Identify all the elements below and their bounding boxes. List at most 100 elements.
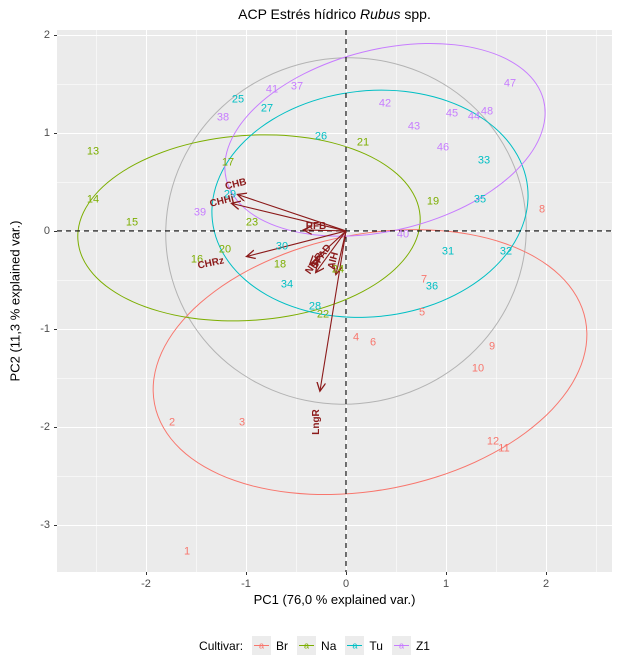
data-point-na: 23 bbox=[245, 216, 259, 229]
legend-key-glyph: a bbox=[352, 640, 358, 650]
data-point-z1: 37 bbox=[290, 80, 304, 93]
y-axis-tick-mark bbox=[54, 426, 57, 428]
data-point-br: 2 bbox=[168, 416, 176, 429]
major-gridline-horizontal bbox=[57, 524, 612, 526]
data-point-br: 8 bbox=[538, 203, 546, 216]
y-axis-tick-label: -1 bbox=[40, 322, 50, 335]
legend: Cultivar: a Br a Na a Tu a Z1 bbox=[0, 636, 629, 655]
x-axis-tick-mark bbox=[546, 572, 547, 575]
data-point-z1: 41 bbox=[265, 83, 279, 96]
major-gridline-vertical bbox=[546, 30, 547, 572]
y-axis-tick-label: -2 bbox=[40, 420, 50, 433]
zero-lines-and-loading-arrows bbox=[57, 30, 612, 572]
minor-gridline-vertical bbox=[496, 30, 497, 572]
data-point-na: 14 bbox=[86, 193, 100, 206]
y-axis-tick-mark bbox=[54, 34, 57, 36]
minor-gridline-vertical bbox=[296, 30, 297, 572]
y-axis-tick-mark bbox=[54, 328, 57, 330]
data-point-br: 4 bbox=[352, 331, 360, 344]
minor-gridline-vertical bbox=[96, 30, 97, 572]
loading-arrow-chb bbox=[238, 195, 347, 232]
legend-key-glyph: a bbox=[304, 640, 310, 650]
data-point-z1: 46 bbox=[436, 141, 450, 154]
legend-item-z1: a Z1 bbox=[391, 636, 430, 655]
data-point-tu: 33 bbox=[477, 154, 491, 167]
loading-label-lngr: LngR bbox=[311, 409, 322, 435]
y-axis-tick-mark bbox=[54, 230, 57, 232]
minor-gridline-horizontal bbox=[57, 377, 612, 379]
x-axis-tick-mark bbox=[146, 572, 147, 575]
chart-title: ACP Estrés hídrico Rubus spp. bbox=[57, 6, 612, 22]
data-point-tu: 29 bbox=[223, 188, 237, 201]
chart-title-text: ACP Estrés hídrico bbox=[238, 6, 361, 22]
data-point-na: 22 bbox=[316, 308, 330, 321]
data-point-tu: 32 bbox=[499, 245, 513, 258]
legend-key-tu: a bbox=[345, 636, 365, 655]
legend-key-glyph: a bbox=[398, 640, 404, 650]
x-axis-tick-mark bbox=[446, 572, 447, 575]
plot-panel: 1 2 3 4 5 6 7 8 9 10 11 12 13 14 15 16 17 18 19 20 21 22 23 24 2… bbox=[57, 11, 612, 572]
data-point-br: 6 bbox=[369, 336, 377, 349]
data-point-z1: 42 bbox=[378, 97, 392, 109]
data-point-tu: 34 bbox=[280, 278, 294, 291]
major-gridline-vertical bbox=[146, 30, 147, 572]
minor-gridline-horizontal bbox=[57, 279, 612, 281]
data-point-tu: 26 bbox=[314, 130, 328, 143]
legend-item-tu: a Tu bbox=[345, 636, 383, 655]
data-point-z1: 38 bbox=[216, 111, 230, 124]
data-point-br: 5 bbox=[418, 306, 426, 319]
legend-item-br: a Br bbox=[252, 636, 288, 655]
legend-item-label: Na bbox=[321, 638, 337, 653]
legend-item-na: a Na bbox=[297, 636, 336, 655]
data-point-z1: 47 bbox=[503, 77, 517, 90]
major-gridline-horizontal bbox=[57, 328, 612, 330]
minor-gridline-vertical bbox=[596, 30, 597, 572]
minor-gridline-horizontal bbox=[57, 475, 612, 477]
chart-title-suffix: spp. bbox=[400, 6, 431, 22]
legend-item-label: Tu bbox=[369, 638, 383, 653]
y-axis-tick-mark bbox=[54, 524, 57, 526]
x-axis-tick-label: -1 bbox=[241, 578, 251, 590]
loading-label-rfb: RFB bbox=[305, 221, 327, 232]
legend-key-br: a bbox=[252, 636, 272, 655]
x-axis-tick-label: 1 bbox=[442, 578, 450, 590]
data-point-na: 19 bbox=[426, 195, 440, 208]
data-point-br: 9 bbox=[488, 340, 496, 353]
legend-item-label: Z1 bbox=[415, 638, 430, 653]
data-point-tu: 30 bbox=[275, 240, 289, 253]
minor-gridline-vertical bbox=[396, 30, 397, 572]
data-point-na: 24 bbox=[331, 263, 345, 276]
data-point-na: 20 bbox=[218, 243, 232, 256]
legend-title: Cultivar: bbox=[199, 638, 244, 653]
major-gridline-horizontal bbox=[57, 34, 612, 36]
major-gridline-horizontal bbox=[57, 426, 612, 428]
data-point-z1: 48 bbox=[480, 105, 494, 118]
chart-title-italic: Rubus bbox=[360, 6, 401, 22]
data-point-br: 11 bbox=[498, 442, 510, 455]
loading-arrow-rfb bbox=[304, 230, 347, 231]
y-axis-label: PC2 (11,3 % explained var.) bbox=[7, 220, 23, 382]
loading-arrow-chhj bbox=[232, 203, 347, 232]
legend-key-glyph: a bbox=[259, 640, 265, 650]
data-point-tu: 27 bbox=[260, 102, 274, 115]
major-gridline-vertical bbox=[446, 30, 447, 572]
data-point-z1: 40 bbox=[396, 228, 410, 241]
major-gridline-horizontal bbox=[57, 132, 612, 134]
x-axis-tick-mark bbox=[246, 572, 247, 575]
legend-key-line bbox=[393, 645, 409, 646]
legend-key-line bbox=[347, 645, 363, 646]
data-point-tu: 28 bbox=[308, 300, 322, 313]
data-point-tu: 35 bbox=[473, 193, 487, 206]
y-axis-tick-mark bbox=[54, 132, 57, 134]
data-point-br: 1 bbox=[183, 545, 191, 558]
y-axis-tick-label: 2 bbox=[43, 28, 50, 41]
major-gridline-vertical bbox=[246, 30, 247, 572]
data-point-na: 21 bbox=[356, 136, 370, 149]
minor-gridline-horizontal bbox=[57, 83, 612, 85]
data-point-tu: 36 bbox=[425, 280, 439, 293]
legend-key-na: a bbox=[297, 636, 317, 655]
x-axis-tick-mark bbox=[346, 572, 347, 575]
y-axis-tick-label: 0 bbox=[43, 224, 50, 237]
minor-gridline-horizontal bbox=[57, 181, 612, 183]
